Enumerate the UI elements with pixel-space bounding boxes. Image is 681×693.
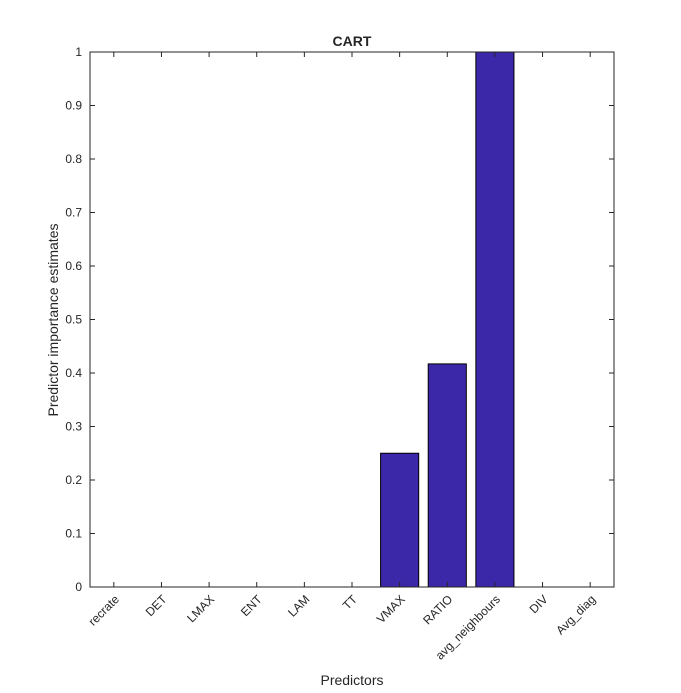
bar-avg-neighbours xyxy=(475,51,515,588)
x-axis-label: Predictors xyxy=(320,672,383,688)
y-axis-ticks: 0 0.1 0.2 0.3 0.4 0.5 0.6 0.7 0.8 0.9 1 xyxy=(65,45,614,594)
y-tick-label: 0.7 xyxy=(65,206,82,220)
x-tick-label: RATIO xyxy=(420,592,455,627)
x-tick-label: recrate xyxy=(86,592,123,629)
chart-title: CART xyxy=(333,33,372,49)
y-tick-label: 1 xyxy=(75,45,82,59)
y-tick-label: 0.9 xyxy=(65,99,82,113)
x-tick-label: VMAX xyxy=(374,592,408,626)
x-tick-label: LAM xyxy=(285,592,312,619)
y-tick-label: 0.8 xyxy=(65,152,82,166)
y-tick-label: 0 xyxy=(75,580,82,594)
x-tick-label: ENT xyxy=(238,592,265,619)
bar-ratio xyxy=(427,363,467,588)
x-tick-label: DIV xyxy=(527,592,551,616)
y-tick-label: 0.5 xyxy=(65,313,82,327)
y-axis-label: Predictor importance estimates xyxy=(45,224,61,417)
x-tick-label: TT xyxy=(340,592,361,613)
y-tick-label: 0.2 xyxy=(65,473,82,487)
y-tick-label: 0.3 xyxy=(65,420,82,434)
y-tick-label: 0.1 xyxy=(65,527,82,541)
plot-frame xyxy=(89,51,615,588)
x-tick-label: LMAX xyxy=(184,592,217,625)
plot-background xyxy=(90,52,614,587)
y-tick-label: 0.6 xyxy=(65,259,82,273)
x-tick-label: Avg_diag xyxy=(553,592,598,637)
x-tick-label: DET xyxy=(143,592,170,619)
y-tick-label: 0.4 xyxy=(65,366,82,380)
bar-vmax xyxy=(380,452,420,588)
